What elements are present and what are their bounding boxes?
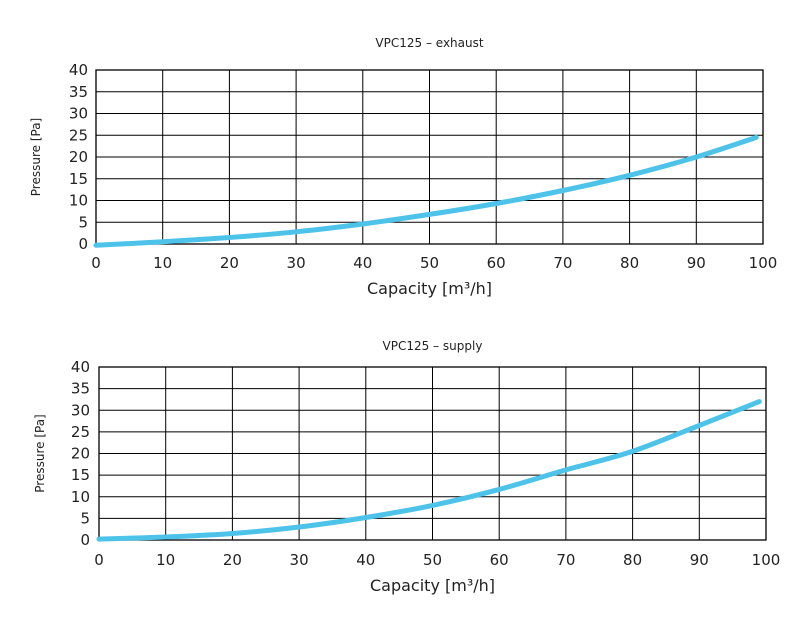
y-tick-label: 25 — [71, 423, 90, 441]
x-tick-label: 20 — [223, 551, 242, 569]
y-tick-label: 15 — [71, 466, 90, 484]
y-tick-label: 40 — [69, 61, 88, 79]
x-tick-label: 20 — [220, 254, 239, 272]
y-tick-label: 10 — [71, 488, 90, 506]
chart-exhaust-svg: 0 10 20 30 40 50 60 70 80 90 100 0 5 10 15 20 25 30 35 40 VP… — [29, 36, 778, 298]
y-tick-label: 35 — [69, 83, 88, 101]
chart-supply: 0 10 20 30 40 50 60 70 80 90 100 0 5 10 15 20 25 30 35 40 VP… — [0, 310, 806, 619]
y-tick-label: 30 — [71, 401, 90, 419]
x-tick-label: 30 — [290, 551, 309, 569]
x-tick-label: 90 — [687, 254, 706, 272]
y-tick-label: 0 — [78, 235, 88, 253]
x-tick-label: 100 — [752, 551, 781, 569]
y-tick-label: 5 — [78, 213, 88, 231]
x-tick-label: 100 — [749, 254, 778, 272]
chart-title: VPC125 – exhaust — [375, 36, 483, 50]
x-tick-label: 50 — [420, 254, 439, 272]
x-tick-label: 60 — [490, 551, 509, 569]
x-tick-label: 90 — [690, 551, 709, 569]
x-tick-label: 30 — [287, 254, 306, 272]
y-tick-label: 0 — [80, 531, 90, 549]
chart-exhaust: 0 10 20 30 40 50 60 70 80 90 100 0 5 10 15 20 25 30 35 40 VP… — [29, 36, 778, 298]
y-tick-label: 20 — [71, 445, 90, 463]
x-tick-label: 80 — [620, 254, 639, 272]
chart-supply-svg: 0 10 20 30 40 50 60 70 80 90 100 0 5 10 15 20 25 30 35 40 VP… — [33, 339, 781, 595]
y-tick-label: 35 — [71, 380, 90, 398]
x-tick-label: 10 — [153, 254, 172, 272]
x-tick-label: 10 — [156, 551, 175, 569]
x-tick-label: 40 — [353, 254, 372, 272]
y-tick-label: 20 — [69, 148, 88, 166]
x-axis-label: Capacity [m³/h] — [367, 279, 492, 298]
y-tick-label: 5 — [80, 509, 90, 527]
x-tick-label: 50 — [423, 551, 442, 569]
y-axis-label: Pressure [Pa] — [29, 118, 43, 196]
y-tick-label: 30 — [69, 105, 88, 123]
y-tick-label: 10 — [69, 192, 88, 210]
x-axis-label: Capacity [m³/h] — [370, 576, 495, 595]
x-tick-label: 0 — [94, 551, 104, 569]
y-tick-label: 25 — [69, 126, 88, 144]
y-tick-label: 15 — [69, 170, 88, 188]
y-tick-label: 40 — [71, 358, 90, 376]
x-tick-label: 0 — [91, 254, 101, 272]
series-line — [96, 399, 762, 542]
series-line — [93, 134, 759, 248]
y-axis-label: Pressure [Pa] — [33, 414, 47, 492]
x-tick-label: 70 — [553, 254, 572, 272]
x-tick-label: 40 — [356, 551, 375, 569]
chart-title: VPC125 – supply — [383, 339, 483, 353]
x-tick-label: 70 — [556, 551, 575, 569]
x-tick-label: 80 — [623, 551, 642, 569]
x-tick-label: 60 — [487, 254, 506, 272]
